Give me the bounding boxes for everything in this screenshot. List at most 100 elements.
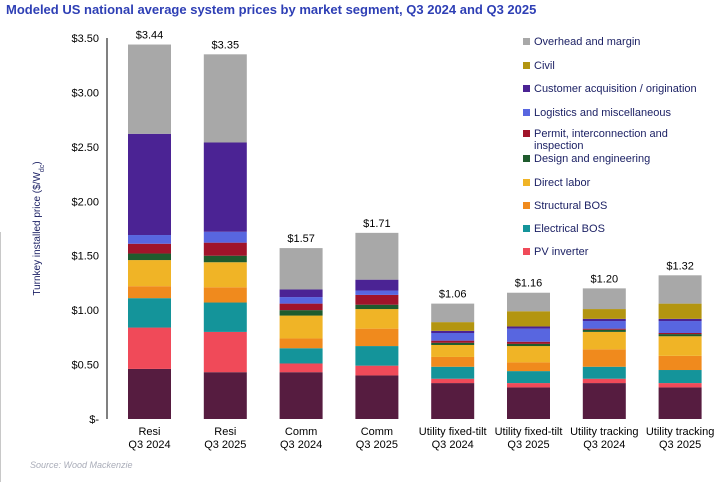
y-tick-label-6: $3.00 [71, 87, 99, 99]
bar-segment-7-7 [658, 321, 702, 334]
x-category-sublabel-3: Q3 2025 [356, 439, 398, 451]
y-tick-label-3: $1.50 [71, 251, 99, 263]
bar-segment-5-6 [507, 341, 550, 344]
bar-segment-5-2 [507, 371, 550, 384]
legend-swatch-4 [523, 130, 530, 137]
x-category-sublabel-1: Q3 2025 [204, 439, 246, 451]
bar-segment-4-1 [431, 378, 475, 384]
bar-segment-2-3 [279, 338, 323, 349]
bar-segment-1-10 [203, 54, 247, 143]
bar-segment-3-0 [355, 375, 399, 419]
legend-label-0: Overhead and margin [534, 36, 640, 48]
legend-label-7: Structural BOS [534, 200, 607, 212]
legend-label-1: Civil [534, 60, 555, 72]
chart-source: Source: Wood Mackenzie [30, 460, 133, 470]
x-category-label-2: Comm [285, 426, 317, 438]
bar-total-label-1: $3.35 [212, 39, 240, 51]
legend-swatch-5 [523, 155, 530, 162]
bar-segment-5-9 [507, 311, 550, 327]
bar-segment-5-1 [507, 383, 550, 388]
bar-segment-2-7 [279, 297, 323, 304]
y-tick-label-0: $- [89, 414, 99, 426]
x-category-sublabel-6: Q3 2024 [583, 439, 625, 451]
bar-segment-2-0 [279, 372, 323, 419]
bar-segment-4-3 [431, 356, 475, 367]
y-tick-label-7: $3.50 [71, 33, 99, 45]
bar-segment-7-4 [658, 336, 702, 356]
y-axis-title: Turnkey installed price ($/Wdc) [32, 161, 46, 295]
bar-segment-0-5 [128, 253, 171, 261]
bar-segment-6-7 [582, 321, 626, 329]
bar-segment-0-1 [128, 327, 171, 369]
bar-total-label-5: $1.16 [515, 278, 543, 290]
bar-segment-2-2 [279, 348, 323, 364]
bar-segment-1-3 [203, 287, 247, 303]
bar-segment-5-4 [507, 346, 550, 363]
bar-segment-3-4 [355, 309, 399, 329]
bar-segment-3-2 [355, 346, 399, 366]
bar-segment-6-0 [582, 383, 626, 419]
legend-swatch-0 [523, 38, 530, 45]
bar-segment-0-7 [128, 235, 171, 244]
bar-segment-7-1 [658, 383, 702, 388]
x-category-label-6: Utility tracking [570, 426, 638, 438]
bar-segment-0-6 [128, 243, 171, 254]
bar-segment-2-1 [279, 363, 323, 373]
bar-segment-0-0 [128, 368, 171, 419]
bar-segment-4-7 [431, 333, 475, 341]
bar-segment-2-10 [279, 248, 323, 290]
bar-segment-0-4 [128, 260, 171, 287]
legend-swatch-7 [523, 202, 530, 209]
bar-segment-3-7 [355, 290, 399, 295]
bar-segment-3-10 [355, 232, 399, 280]
bar-total-label-2: $1.57 [287, 233, 315, 245]
x-category-label-1: Resi [214, 426, 236, 438]
x-category-label-7: Utility tracking [646, 426, 714, 438]
x-category-label-0: Resi [138, 426, 160, 438]
legend-swatch-6 [523, 179, 530, 186]
bar-segment-1-1 [203, 331, 247, 373]
bar-segment-6-5 [582, 329, 626, 332]
x-category-label-3: Comm [361, 426, 393, 438]
legend-swatch-2 [523, 85, 530, 92]
bar-segment-6-2 [582, 366, 626, 379]
y-tick-label-1: $0.50 [71, 360, 99, 372]
bar-segment-3-1 [355, 365, 399, 376]
bar-segment-1-5 [203, 255, 247, 263]
y-tick-label-4: $2.00 [71, 196, 99, 208]
legend-swatch-8 [523, 225, 530, 232]
bar-segment-7-0 [658, 387, 702, 419]
y-axis-title-close: ) [32, 161, 43, 164]
bar-segment-7-3 [658, 355, 702, 371]
x-category-sublabel-0: Q3 2024 [128, 439, 170, 451]
bar-segment-6-3 [582, 349, 626, 367]
y-axis-title-subscript: dc [39, 164, 46, 172]
bar-segment-7-6 [658, 333, 702, 335]
bar-segment-4-9 [431, 322, 475, 331]
bar-segment-3-8 [355, 279, 399, 291]
bar-segment-0-8 [128, 133, 171, 236]
bar-segment-4-5 [431, 342, 475, 345]
bar-segment-1-0 [203, 372, 247, 419]
bar-segment-6-10 [582, 288, 626, 310]
bar-total-label-3: $1.71 [363, 218, 391, 230]
bar-segment-1-2 [203, 302, 247, 332]
bar-total-label-7: $1.32 [666, 260, 694, 272]
x-category-sublabel-2: Q3 2024 [280, 439, 322, 451]
bar-segment-5-5 [507, 343, 550, 347]
bar-segment-7-10 [658, 275, 702, 304]
bar-segment-6-4 [582, 331, 626, 350]
bar-segment-4-0 [431, 383, 475, 419]
bar-segment-5-0 [507, 387, 550, 419]
bar-segment-4-10 [431, 303, 475, 323]
bar-segment-4-4 [431, 344, 475, 357]
legend-label-6: Direct labor [534, 177, 591, 189]
bar-segment-0-3 [128, 286, 171, 299]
bar-segment-5-10 [507, 292, 550, 312]
bar-segment-5-8 [507, 326, 550, 329]
legend-swatch-9 [523, 248, 530, 255]
bar-segment-0-10 [128, 44, 171, 134]
bar-total-label-4: $1.06 [439, 289, 467, 301]
legend-label-4: Permit, interconnection and [534, 128, 668, 140]
